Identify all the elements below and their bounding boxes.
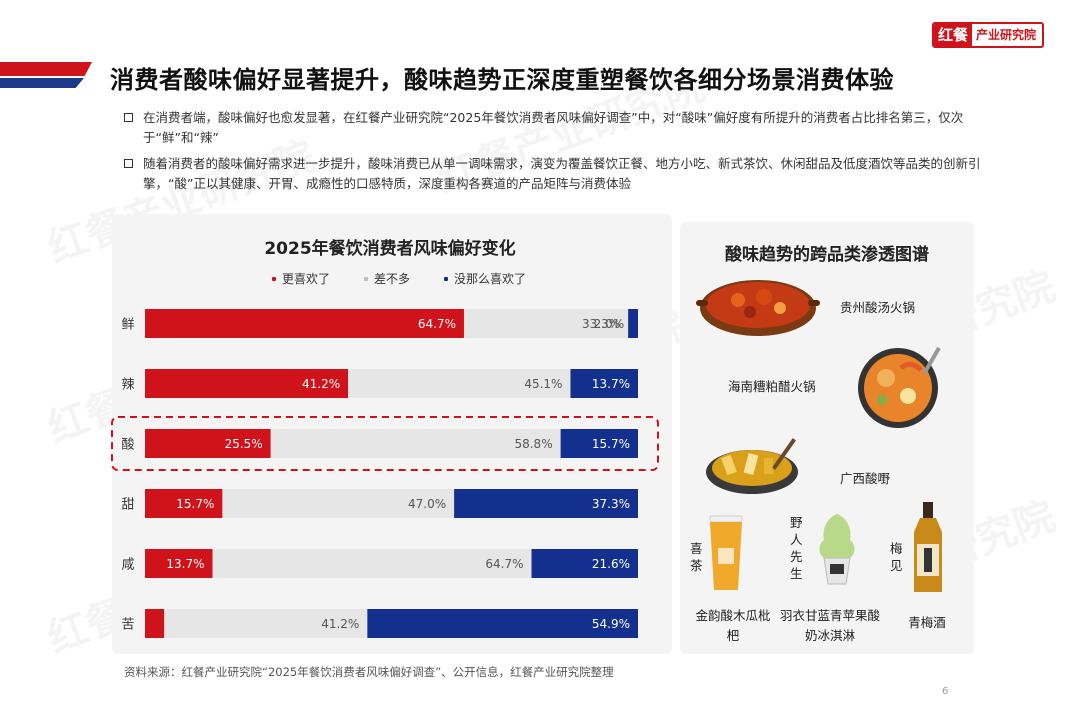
brand-label-xicha: 喜茶 [690,541,703,573]
legend-swatch [272,276,276,281]
product-label-yeren: 羽衣甘蓝青苹果酸奶冰淇淋 [780,608,881,643]
red-accent-bar [0,62,92,76]
legend-label: 差不多 [374,272,411,286]
source-note: 资料来源：红餐产业研究院“2025年餐饮消费者风味偏好调查”、公开信息，红餐产业… [124,665,614,679]
logo-sub-text: 产业研究院 [976,28,1037,42]
plum-wine-bottle-image [914,502,942,592]
bullet-item: 在消费者端，酸味偏好也愈发显著，在红餐产业研究院“2025年餐饮消费者风味偏好调… [124,108,984,148]
ice-cream-image [819,514,855,585]
legend-swatch [364,276,369,281]
blue-accent-bar [0,78,84,88]
logo-main-text: 红餐 [934,24,973,46]
bullet-square-icon [124,113,133,122]
brand-label-meijian: 梅见 [890,541,903,573]
page-title: 消费者酸味偏好显著提升，酸味趋势正深度重塑餐饮各细分场景消费体验 [110,66,894,94]
chart-title: 2025年餐饮消费者风味偏好变化 [264,239,516,259]
fruit-tea-cup-image [709,515,743,590]
bullet-square-icon [124,159,133,168]
legend-swatch [444,276,449,281]
legend-item-less: 没那么喜欢了 [444,270,526,287]
legend-label: 更喜欢了 [282,272,331,286]
legend-item-more: 更喜欢了 [272,270,330,287]
vinegar-hotpot-image [858,346,941,428]
page-number: 6 [942,686,949,697]
bullet-list: 在消费者端，酸味偏好也愈发显著，在红餐产业研究院“2025年餐饮消费者风味偏好调… [124,108,984,200]
chart-legend: 更喜欢了 差不多 没那么喜欢了 [272,270,526,287]
food-label-hainan: 海南糟粕醋火锅 [728,379,816,394]
product-label-xicha: 金韵酸木瓜枇杷 [695,608,771,643]
brand-label-yeren: 野人先生 [790,515,803,581]
brand-logo: 红餐 产业研究院 [932,22,1044,48]
bullet-item: 随着消费者的酸味偏好需求进一步提升，酸味消费已从单一调味需求，演变为覆盖餐饮正餐… [124,154,984,194]
food-label-guizhou: 贵州酸汤火锅 [840,300,916,315]
bullet-text: 在消费者端，酸味偏好也愈发显著，在红餐产业研究院“2025年餐饮消费者风味偏好调… [143,110,964,145]
panel-title: 酸味趋势的跨品类渗透图谱 [725,245,929,265]
bullet-text: 随着消费者的酸味偏好需求进一步提升，酸味消费已从单一调味需求，演变为覆盖餐饮正餐… [143,156,981,191]
product-label-meijian: 青梅酒 [908,615,946,630]
title-accent-bars [0,58,100,94]
pickled-snack-image [706,438,798,494]
sour-soup-hotpot-image [696,280,820,336]
food-label-guangxi: 广西酸嘢 [840,471,891,486]
legend-item-same: 差不多 [364,270,410,287]
legend-label: 没那么喜欢了 [454,272,527,286]
